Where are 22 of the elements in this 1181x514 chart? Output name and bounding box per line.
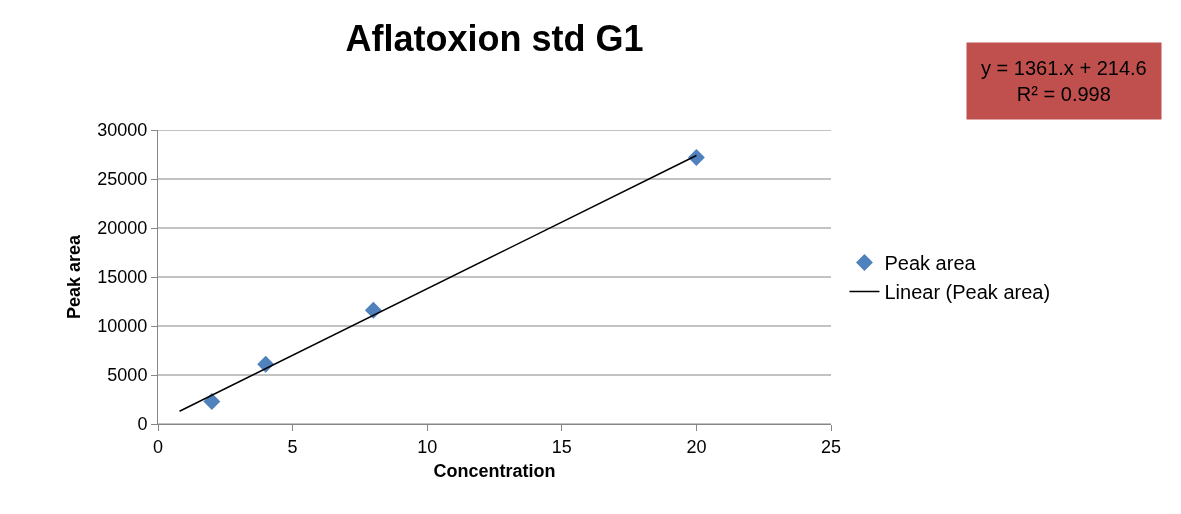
y-tick-label: 15000 [97,267,148,288]
text: R² = 0.998 [1016,83,1111,105]
point [687,148,705,166]
y-tick-label: 0 [137,414,148,435]
x-tick-label: 20 [686,436,707,457]
chart-title: Aflatoxion std G1 [345,17,644,59]
text: y = 1361.x + 214.6 [981,57,1147,79]
y-tick-label: 5000 [107,365,148,386]
legend-label: Linear (Peak area) [884,281,1051,304]
x-axis-title: Concentration [433,460,556,481]
x-tick-label: 15 [551,436,572,457]
y-tick-label: 30000 [97,120,148,141]
y-tick-label: 10000 [97,316,148,337]
x-tick-label: 10 [417,436,438,457]
x-tick-label: 0 [152,436,164,457]
legend-label: Peak area [884,252,977,275]
y-axis-title: Peak area [63,233,84,320]
x-tick-label: 5 [287,436,298,457]
y-tick-label: 25000 [97,169,148,190]
y-tick-label: 20000 [97,218,148,239]
x-tick-label: 25 [820,436,842,457]
point [203,393,221,410]
